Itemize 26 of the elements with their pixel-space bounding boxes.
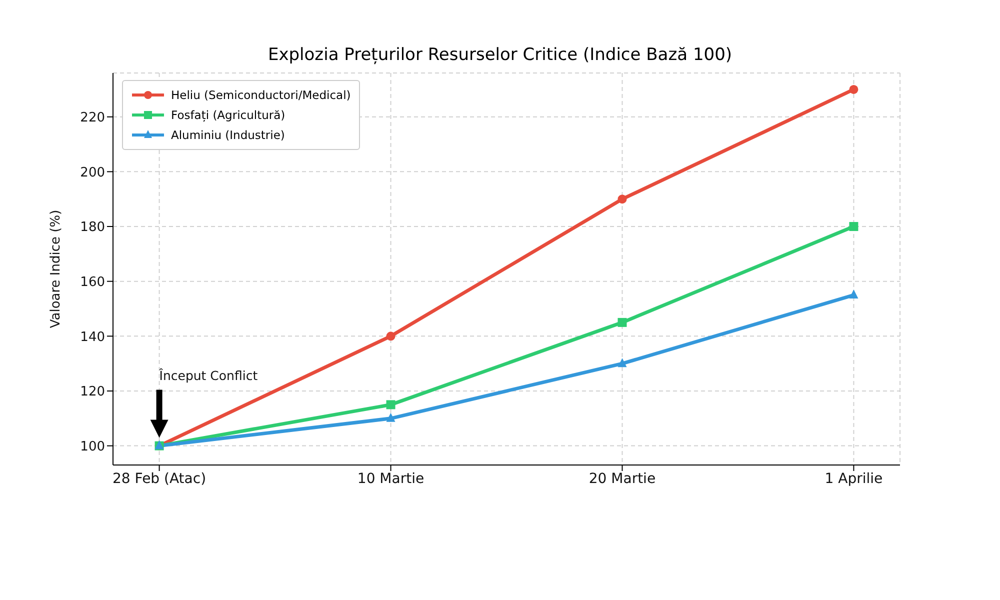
point [386, 412, 396, 422]
point [386, 332, 396, 341]
annotation: Început Conflict [158, 368, 258, 383]
y-tick-label: 140 [80, 330, 105, 345]
y-tick-label: 220 [80, 110, 105, 126]
x-tick-label: 10 Martie [357, 470, 424, 487]
chart-title: Explozia Prețurilor Resurselor Critice (Indice Bază 100) [266, 45, 734, 65]
legend-label: Fosfați (Agricultură) [171, 108, 286, 122]
y-tick-label: 120 [80, 384, 105, 400]
x-tick-label: 20 Martie [588, 470, 656, 487]
point [849, 222, 858, 232]
point [618, 358, 627, 368]
legend-label: Heliu (Semiconductori/Medical) [171, 88, 351, 102]
y-tick-label: 180 [80, 220, 105, 236]
point [386, 400, 396, 410]
y-axis-title: Valoare Indice (%) [48, 210, 64, 328]
point [618, 318, 627, 327]
point [618, 194, 627, 204]
y-tick-label: 100 [80, 439, 105, 454]
legend-label: Aluminiu (Industrie) [171, 128, 285, 142]
y-tick-label: 160 [80, 274, 105, 290]
y-tick-label: 200 [80, 165, 105, 180]
x-tick-label: 1 Aprilie [824, 470, 883, 487]
x-tick-label: 28 Feb (Atac) [112, 470, 206, 487]
point [849, 290, 858, 299]
point [849, 84, 858, 94]
